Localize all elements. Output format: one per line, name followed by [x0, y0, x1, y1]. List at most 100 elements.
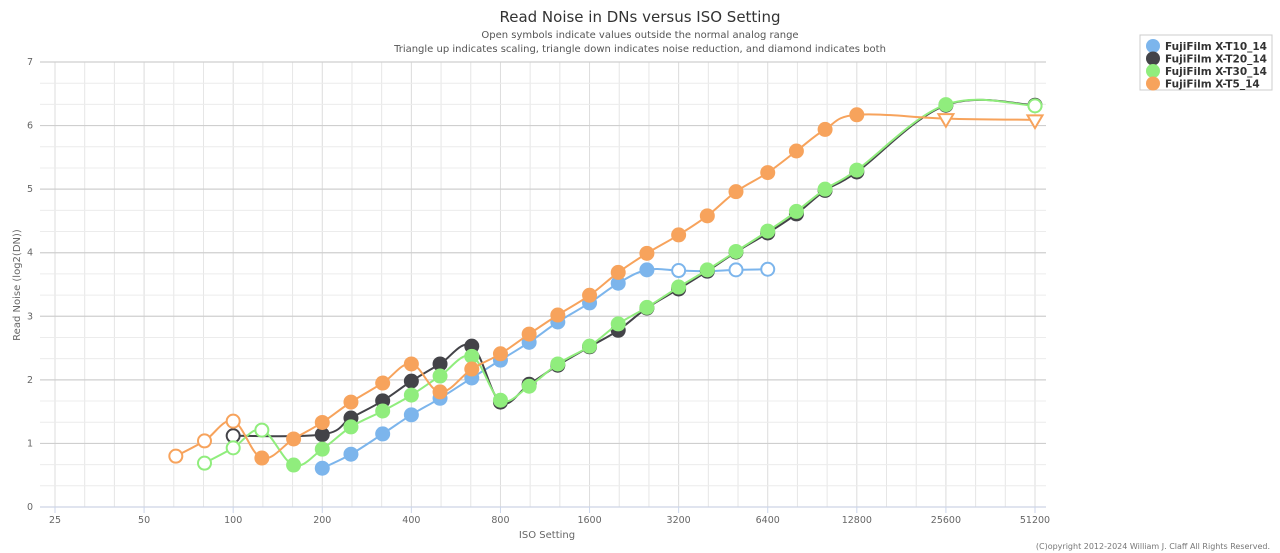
- data-point: [521, 326, 537, 342]
- data-point-open: [760, 261, 776, 277]
- series-line: [321, 267, 768, 470]
- series-fujifilm-x-t5-14: [168, 107, 1045, 466]
- copyright: (C)opyright 2012-2024 William J. Claff A…: [1036, 542, 1270, 551]
- data-point: [728, 184, 744, 200]
- data-point-open: [225, 428, 241, 444]
- x-tick-label: 800: [491, 515, 509, 526]
- data-point: [286, 431, 302, 447]
- x-tick-label: 6400: [756, 515, 780, 526]
- data-point: [938, 97, 954, 113]
- data-point: [610, 275, 626, 291]
- data-point: [403, 387, 419, 403]
- legend-label: FujiFilm X-T10_14: [1165, 41, 1267, 53]
- data-point: [582, 338, 598, 354]
- data-point: [403, 407, 419, 423]
- axes: 25 50 100 200 400 800 1600 3200 6400 12800 25600 5 1…: [27, 57, 1050, 526]
- legend-label: FujiFilm X-T20_14: [1165, 54, 1267, 66]
- data-point-open: [254, 422, 270, 438]
- data-point: [699, 208, 715, 224]
- data-point: [343, 446, 359, 462]
- legend-marker: [1146, 39, 1160, 53]
- data-point: [610, 316, 626, 332]
- x-tick-label: 25: [49, 515, 61, 526]
- data-point: [760, 223, 776, 239]
- y-tick-label: 2: [27, 375, 33, 386]
- data-point: [492, 392, 508, 408]
- data-point: [314, 414, 330, 430]
- data-point: [582, 287, 598, 303]
- y-tick-label: 6: [27, 121, 33, 132]
- data-point: [728, 243, 744, 259]
- data-point: [550, 307, 566, 323]
- data-point: [817, 121, 833, 137]
- y-tick-label: 1: [27, 438, 33, 449]
- data-point: [760, 165, 776, 181]
- x-tick-label: 400: [402, 515, 420, 526]
- y-tick-label: 7: [27, 57, 33, 68]
- x-axis-title: ISO Setting: [519, 530, 575, 541]
- chart-subtitle-2: Triangle up indicates scaling, triangle …: [393, 44, 886, 55]
- x-tick-label: 200: [313, 515, 331, 526]
- data-point: [817, 181, 833, 197]
- data-point: [432, 368, 448, 384]
- data-point: [403, 373, 419, 389]
- data-point: [639, 262, 655, 278]
- chart-subtitle-1: Open symbols indicate values outside the…: [481, 30, 798, 41]
- data-point: [699, 262, 715, 278]
- data-point: [671, 279, 687, 295]
- data-point-open: [197, 455, 213, 471]
- x-tick-label: 1600: [577, 515, 601, 526]
- data-point: [521, 378, 537, 394]
- data-point: [671, 227, 687, 243]
- data-point: [639, 245, 655, 261]
- data-point: [492, 346, 508, 362]
- x-tick-label: 50: [138, 515, 150, 526]
- y-axis-title: Read Noise (log2(DN)): [12, 229, 23, 341]
- data-point: [550, 356, 566, 372]
- data-point-open: [225, 440, 241, 456]
- data-point: [375, 375, 391, 391]
- data-point: [343, 394, 359, 410]
- data-point: [375, 426, 391, 442]
- data-point: [788, 143, 804, 159]
- y-tick-label: 4: [27, 248, 33, 259]
- series-fujifilm-x-t30-14: [197, 97, 1043, 473]
- data-point-open: [197, 433, 213, 449]
- data-point: [639, 299, 655, 315]
- series-fujifilm-x-t20-14: [225, 97, 1043, 444]
- data-point-triangle-down: [936, 113, 956, 129]
- legend-marker: [1146, 64, 1160, 78]
- chart-title: Read Noise in DNs versus ISO Setting: [499, 8, 780, 26]
- legend-box: [1139, 34, 1273, 91]
- series-group: [168, 97, 1045, 476]
- x-tick-label: 100: [224, 515, 242, 526]
- legend-label: FujiFilm X-T30_14: [1165, 66, 1267, 78]
- data-point-open: [225, 413, 241, 429]
- data-point: [788, 203, 804, 219]
- x-tick-label: 3200: [667, 515, 691, 526]
- data-point-open: [168, 448, 184, 464]
- data-point: [849, 107, 865, 123]
- x-tick-label: 25600: [931, 515, 961, 526]
- data-point: [403, 356, 419, 372]
- y-tick-label: 5: [27, 184, 33, 195]
- data-point-open: [728, 262, 744, 278]
- data-point: [314, 441, 330, 457]
- series-line: [175, 113, 1036, 460]
- data-point: [343, 419, 359, 435]
- data-point: [464, 361, 480, 377]
- grid: [40, 61, 1046, 508]
- x-tick-label: 12800: [842, 515, 872, 526]
- legend-marker: [1146, 51, 1160, 66]
- data-point: [849, 162, 865, 178]
- legend-marker: [1146, 76, 1160, 91]
- data-point: [432, 356, 448, 372]
- data-point: [314, 427, 330, 443]
- data-point: [286, 457, 302, 473]
- data-point: [610, 264, 626, 280]
- data-point: [254, 450, 270, 466]
- series-line: [233, 98, 1036, 438]
- data-point-triangle-down: [1025, 114, 1045, 131]
